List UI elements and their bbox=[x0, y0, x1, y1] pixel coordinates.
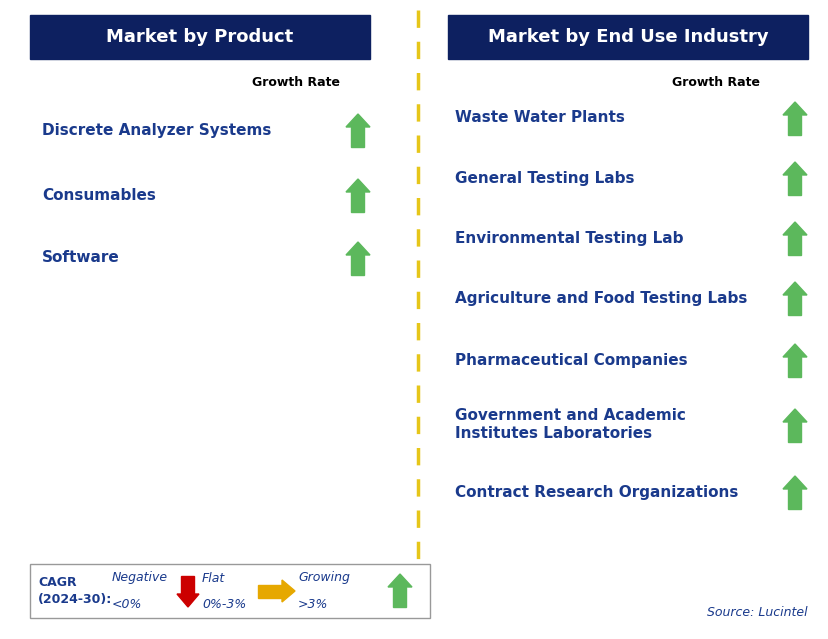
Polygon shape bbox=[782, 282, 806, 295]
Bar bbox=[787, 115, 801, 135]
Polygon shape bbox=[282, 580, 295, 602]
Polygon shape bbox=[782, 102, 806, 115]
Bar bbox=[30, 15, 369, 59]
Polygon shape bbox=[782, 476, 806, 489]
Bar bbox=[787, 295, 801, 315]
Polygon shape bbox=[782, 409, 806, 422]
Text: Negative: Negative bbox=[112, 571, 168, 585]
Bar bbox=[181, 576, 195, 594]
Polygon shape bbox=[782, 344, 806, 357]
Polygon shape bbox=[345, 179, 369, 192]
Text: Discrete Analyzer Systems: Discrete Analyzer Systems bbox=[42, 123, 271, 137]
Text: Waste Water Plants: Waste Water Plants bbox=[455, 111, 624, 125]
Text: General Testing Labs: General Testing Labs bbox=[455, 171, 633, 185]
Text: 0%-3%: 0%-3% bbox=[202, 597, 246, 610]
Polygon shape bbox=[345, 114, 369, 127]
Text: Consumables: Consumables bbox=[42, 187, 156, 203]
Bar bbox=[787, 357, 801, 377]
Text: Flat: Flat bbox=[202, 571, 225, 585]
Bar bbox=[787, 175, 801, 195]
Bar bbox=[351, 127, 364, 147]
Text: Growth Rate: Growth Rate bbox=[252, 75, 339, 88]
Text: CAGR
(2024-30):: CAGR (2024-30): bbox=[38, 576, 112, 606]
Polygon shape bbox=[782, 162, 806, 175]
Text: Growth Rate: Growth Rate bbox=[672, 75, 759, 88]
Bar bbox=[351, 255, 364, 275]
Text: Pharmaceutical Companies: Pharmaceutical Companies bbox=[455, 353, 686, 367]
Polygon shape bbox=[345, 242, 369, 255]
Polygon shape bbox=[388, 574, 412, 587]
Text: <0%: <0% bbox=[112, 597, 142, 610]
Text: Source: Lucintel: Source: Lucintel bbox=[706, 606, 807, 619]
Text: Growing: Growing bbox=[297, 571, 349, 585]
Bar bbox=[351, 192, 364, 212]
Bar bbox=[787, 422, 801, 442]
Text: Agriculture and Food Testing Labs: Agriculture and Food Testing Labs bbox=[455, 291, 747, 305]
Text: Contract Research Organizations: Contract Research Organizations bbox=[455, 484, 738, 500]
Bar bbox=[393, 587, 406, 607]
Text: Government and Academic
Institutes Laboratories: Government and Academic Institutes Labor… bbox=[455, 408, 685, 442]
Text: Environmental Testing Lab: Environmental Testing Lab bbox=[455, 231, 682, 245]
Bar bbox=[787, 235, 801, 255]
Text: Market by End Use Industry: Market by End Use Industry bbox=[487, 28, 768, 46]
Bar bbox=[447, 15, 807, 59]
Polygon shape bbox=[782, 222, 806, 235]
Bar bbox=[30, 564, 430, 618]
Text: Software: Software bbox=[42, 250, 119, 265]
Text: >3%: >3% bbox=[297, 597, 328, 610]
Text: Market by Product: Market by Product bbox=[106, 28, 293, 46]
Polygon shape bbox=[177, 594, 199, 607]
Bar bbox=[258, 585, 282, 597]
Bar bbox=[787, 489, 801, 509]
